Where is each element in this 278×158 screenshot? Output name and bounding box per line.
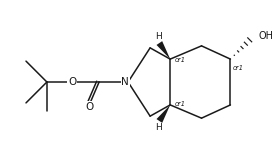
Polygon shape (157, 41, 170, 59)
Text: N: N (121, 77, 129, 87)
Text: O: O (85, 101, 93, 112)
Text: H: H (155, 123, 162, 132)
Text: or1: or1 (174, 101, 185, 107)
Text: or1: or1 (233, 65, 244, 71)
Text: or1: or1 (174, 57, 185, 63)
Text: OH: OH (259, 31, 274, 41)
Text: O: O (68, 77, 76, 87)
Polygon shape (157, 105, 170, 123)
Text: H: H (155, 32, 162, 41)
